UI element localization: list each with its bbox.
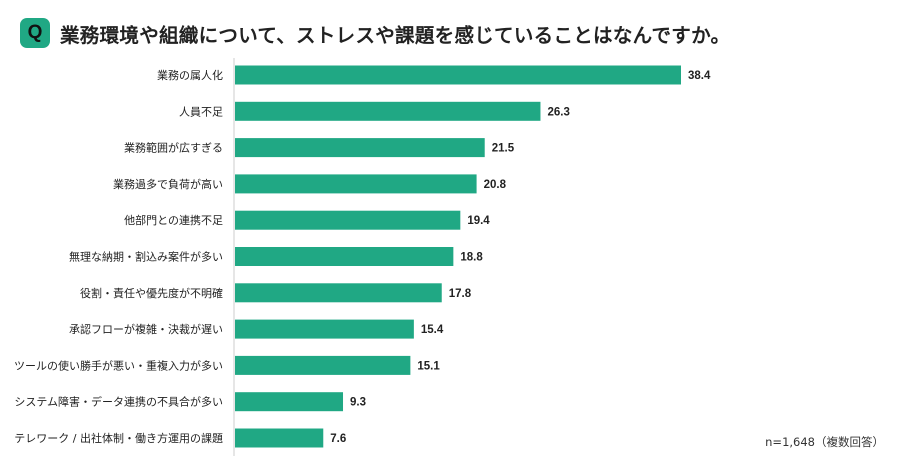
category-label: 業務の属人化 (157, 68, 223, 82)
category-label: テレワーク / 出社体制・働き方運用の課題 (14, 431, 223, 445)
category-label: 無理な納期・割込み案件が多い (69, 250, 223, 264)
bar (235, 355, 411, 375)
value-label: 15.4 (421, 324, 444, 336)
category-label: 業務範囲が広すぎる (124, 141, 223, 155)
value-label: 26.3 (547, 106, 569, 118)
category-label: 承認フローが複雑・決裁が遅い (69, 322, 223, 336)
value-label: 9.3 (350, 397, 366, 409)
bar (235, 247, 454, 266)
value-label: 38.4 (688, 70, 711, 82)
category-label: ツールの使い勝手が悪い・重複入力が多い (14, 358, 223, 372)
bar (235, 319, 414, 339)
chart-header: Q 業務環境や組織について、ストレスや課題を感じていることはなんですか。 (20, 16, 730, 50)
question-badge: Q (20, 18, 50, 48)
chart-title: 業務環境や組織について、ストレスや課題を感じていることはなんですか。 (60, 23, 731, 47)
bar (235, 65, 681, 85)
bar (235, 138, 485, 158)
value-label: 19.4 (467, 215, 490, 227)
value-label: 15.1 (417, 360, 440, 372)
category-label: 業務過多で負荷が高い (113, 177, 223, 191)
bar (235, 428, 324, 448)
value-label: 20.8 (484, 179, 507, 191)
category-label: 役割・責任や優先度が不明確 (80, 286, 223, 300)
bars-group: 業務の属人化 38.4 人員不足 26.3 業務範囲が広すぎる 21.5 業務過多で負荷が高… (14, 65, 711, 448)
category-label: 他部門との連携不足 (124, 213, 223, 227)
sample-size-note: n=1,648（複数回答） (765, 435, 884, 449)
value-label: 17.8 (449, 288, 472, 300)
category-label: 人員不足 (179, 105, 223, 118)
category-label: システム障害・データ連携の不具合が多い (14, 395, 223, 409)
bar (235, 174, 477, 194)
value-label: 21.5 (492, 143, 515, 155)
value-label: 7.6 (330, 433, 346, 445)
bar (235, 210, 461, 230)
bar (235, 283, 442, 303)
bar (235, 101, 541, 121)
bar (235, 392, 344, 412)
value-label: 18.8 (460, 252, 483, 264)
